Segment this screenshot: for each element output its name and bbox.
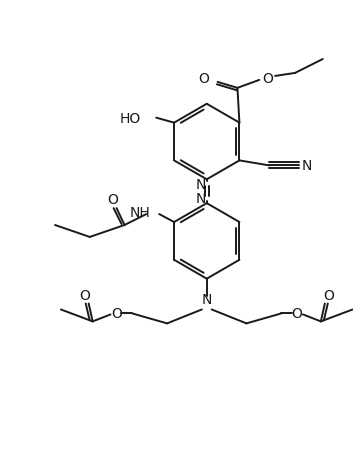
Text: O: O (107, 193, 118, 207)
Text: O: O (262, 72, 273, 86)
Text: O: O (79, 288, 90, 302)
Text: O: O (292, 307, 302, 321)
Text: N: N (201, 292, 212, 306)
Text: N: N (196, 178, 206, 192)
Text: NH: NH (130, 206, 150, 220)
Text: O: O (323, 288, 334, 302)
Text: N: N (302, 159, 312, 173)
Text: HO: HO (119, 111, 141, 125)
Text: O: O (198, 72, 209, 86)
Text: N: N (196, 192, 206, 206)
Text: O: O (111, 307, 122, 321)
